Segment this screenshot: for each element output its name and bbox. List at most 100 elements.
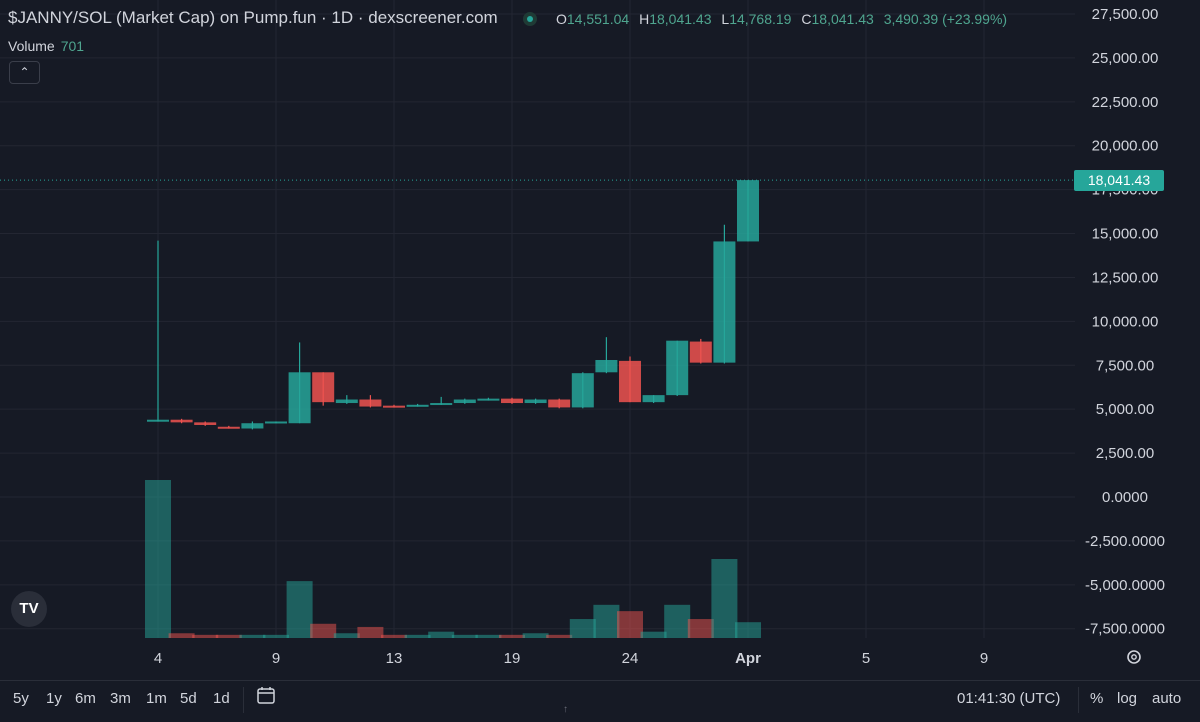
candle-body bbox=[453, 399, 476, 404]
price-tick-label: 27,500.00 bbox=[1092, 6, 1159, 23]
candle-body bbox=[170, 419, 193, 423]
candle-body bbox=[713, 241, 736, 363]
price-tick-label: 20,000.00 bbox=[1092, 138, 1159, 155]
time-tick-label: 5 bbox=[862, 650, 870, 667]
low-value: 14,768.19 bbox=[729, 11, 792, 27]
candle-body bbox=[217, 426, 240, 429]
volume-bar bbox=[499, 634, 525, 638]
timeframe-1m[interactable]: 1m bbox=[146, 690, 167, 707]
time-tick-label: 9 bbox=[272, 650, 280, 667]
timeframe-6m[interactable]: 6m bbox=[75, 690, 96, 707]
open-label: O bbox=[556, 11, 567, 27]
candle-body bbox=[501, 398, 523, 404]
chart-title: $JANNY/SOL (Market Cap) on Pump.fun · 1D… bbox=[8, 8, 498, 27]
ohlc-legend: O14,551.04 H18,041.43 L14,768.19 C18,041… bbox=[556, 11, 1013, 27]
price-tick-label: 5,000.00 bbox=[1096, 401, 1154, 418]
volume-bar bbox=[192, 634, 219, 638]
candle-body bbox=[595, 360, 618, 373]
volume-bar bbox=[310, 623, 337, 638]
volume-bar bbox=[404, 634, 431, 638]
volume-bar bbox=[286, 581, 313, 638]
tradingview-logo-icon[interactable]: TV bbox=[11, 591, 47, 627]
price-tick-label: -7,500.0000 bbox=[1085, 621, 1165, 638]
timeframe-3m[interactable]: 3m bbox=[110, 690, 131, 707]
collapse-legend-button[interactable]: ⌃ bbox=[9, 61, 40, 84]
current-price-tag: 18,041.43 bbox=[1074, 170, 1164, 191]
volume-bar bbox=[263, 634, 289, 638]
price-tick-label: 0.0000 bbox=[1102, 489, 1148, 506]
time-tick-label: Apr bbox=[735, 650, 761, 667]
candle-body bbox=[524, 399, 547, 404]
timeframe-1y[interactable]: 1y bbox=[46, 690, 62, 707]
high-value: 18,041.43 bbox=[649, 11, 712, 27]
candle-body bbox=[194, 422, 217, 425]
volume-bar bbox=[569, 619, 596, 638]
time-tick-label: 24 bbox=[622, 650, 639, 667]
price-tick-label: 10,000.00 bbox=[1092, 313, 1159, 330]
percent-toggle[interactable]: % bbox=[1090, 690, 1104, 707]
volume-bar bbox=[475, 634, 502, 638]
candle-body bbox=[406, 404, 429, 407]
candle-body bbox=[666, 340, 689, 396]
close-label: C bbox=[801, 11, 812, 27]
candle-body bbox=[265, 421, 287, 424]
volume-bar bbox=[357, 626, 384, 638]
volume-bar bbox=[239, 634, 266, 638]
volume-bar bbox=[711, 559, 738, 638]
candle-body bbox=[335, 399, 358, 404]
price-tick-label: 15,000.00 bbox=[1092, 226, 1159, 243]
live-status-icon bbox=[523, 12, 537, 26]
volume-legend: Volume 701 bbox=[8, 38, 84, 54]
volume-bar bbox=[451, 634, 478, 638]
volume-bar bbox=[428, 631, 455, 638]
toolbar-divider bbox=[1078, 687, 1079, 713]
utc-clock[interactable]: 01:41:30 (UTC) bbox=[957, 690, 1061, 707]
volume-bar bbox=[593, 604, 620, 638]
candle-body bbox=[619, 360, 641, 403]
volume-label: Volume bbox=[8, 38, 55, 54]
timeframe-1d[interactable]: 1d bbox=[213, 690, 230, 707]
volume-bar bbox=[168, 633, 195, 638]
volume-bar bbox=[145, 480, 171, 638]
candle-body bbox=[642, 395, 665, 403]
price-tick-label: 2,500.00 bbox=[1096, 445, 1154, 462]
volume-bar bbox=[215, 634, 242, 638]
timeframe-5d[interactable]: 5d bbox=[180, 690, 197, 707]
candle-body bbox=[477, 398, 500, 401]
candle-body bbox=[359, 399, 382, 407]
open-value: 14,551.04 bbox=[566, 11, 630, 27]
timeframe-5y[interactable]: 5y bbox=[13, 690, 29, 707]
volume-bar bbox=[735, 622, 761, 638]
auto-toggle[interactable]: auto bbox=[1152, 690, 1182, 707]
candle-body bbox=[288, 372, 311, 424]
volume-bar bbox=[546, 634, 573, 638]
volume-bar bbox=[381, 634, 407, 638]
candle-body bbox=[241, 423, 264, 429]
candle-body bbox=[312, 372, 335, 403]
price-chart[interactable]: 27,500.0025,000.0022,500.0020,000.0017,5… bbox=[0, 0, 1200, 680]
candle-body bbox=[147, 419, 169, 422]
close-value: 18,041.43 bbox=[811, 11, 874, 27]
candle-body bbox=[383, 405, 405, 408]
price-tick-label: 12,500.00 bbox=[1092, 269, 1159, 286]
price-tick-label: 7,500.00 bbox=[1096, 357, 1154, 374]
bottom-toolbar: 5y 1y 6m 3m 1m 5d 1d 01:41:30 (UTC) % lo… bbox=[0, 680, 1200, 722]
price-tick-label: -2,500.0000 bbox=[1085, 533, 1165, 550]
settings-gear-icon[interactable] bbox=[1125, 648, 1143, 666]
candle-body bbox=[430, 403, 453, 406]
log-toggle[interactable]: log bbox=[1117, 690, 1138, 707]
time-tick-label: 4 bbox=[154, 650, 162, 667]
candle-body bbox=[548, 399, 571, 408]
volume-bar bbox=[640, 631, 667, 638]
resize-handle-icon[interactable]: ↑ bbox=[563, 704, 568, 715]
candle-body bbox=[689, 341, 712, 363]
change-value: 3,490.39 (+23.99%) bbox=[883, 11, 1008, 27]
price-tick-label: -5,000.0000 bbox=[1085, 577, 1165, 594]
chevron-up-icon: ⌃ bbox=[19, 65, 30, 79]
toolbar-divider bbox=[243, 687, 244, 713]
volume-bar bbox=[664, 604, 691, 638]
low-label: L bbox=[721, 11, 730, 27]
date-range-icon[interactable] bbox=[256, 685, 276, 705]
volume-bar bbox=[687, 619, 714, 638]
candle-body bbox=[737, 180, 759, 242]
